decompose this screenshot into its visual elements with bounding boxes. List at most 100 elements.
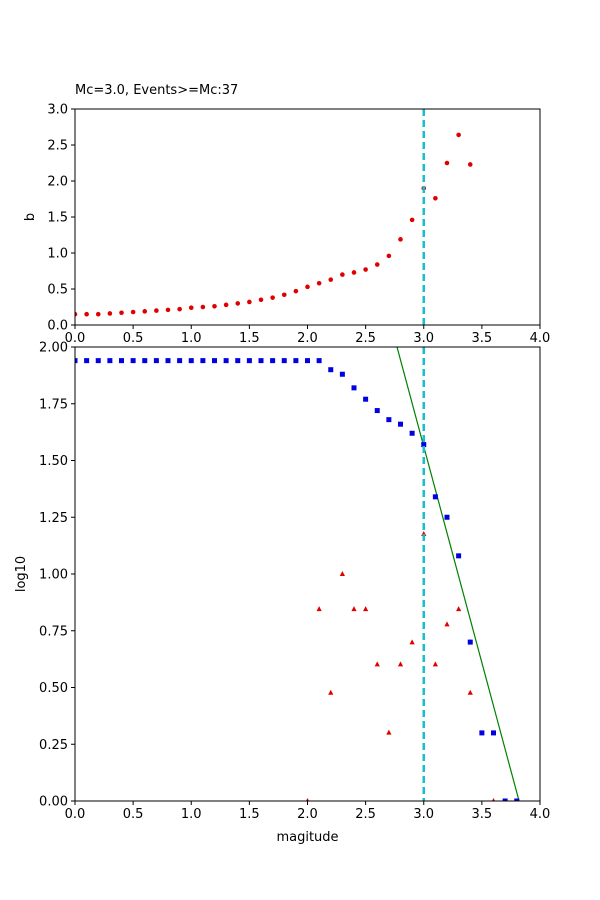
top-panel-ticks: 0.0 0.5 1.0 1.5 2.0 2.5 3.0 3.5 4.0 0.0 0.5 1.0 1.5 2… (47, 103, 550, 347)
data-point-circle (84, 311, 89, 317)
data-point-circle (386, 253, 392, 259)
data-point-square (502, 798, 508, 801)
data-point-square (142, 358, 148, 364)
data-point-triangle (421, 531, 427, 537)
data-point-circle (316, 280, 322, 286)
data-point-circle (351, 270, 357, 275)
bottom-ytick-label: 0.25 (39, 738, 68, 753)
top-panel-ylabel: b (23, 213, 38, 221)
data-point-circle (340, 272, 345, 277)
data-point-circle (142, 309, 148, 314)
top-plot-frame (74, 108, 541, 326)
top-panel-title: Mc=3.0, Events>=Mc:37 (75, 83, 238, 98)
top-xtick-label: 1.0 (181, 331, 202, 346)
data-point-triangle (351, 606, 357, 612)
data-point-square (188, 358, 194, 364)
data-point-square (339, 371, 345, 377)
top-xtick-label: 2.5 (355, 331, 376, 346)
bottom-xtick-label: 1.5 (239, 807, 260, 822)
log10-panel: 0.0 0.5 1.0 1.5 2.0 2.5 3.0 3.5 4.0 0.00 0.25 0.50 0… (14, 341, 550, 846)
data-point-triangle (386, 729, 392, 735)
top-ytick-label: 0.5 (47, 283, 68, 298)
data-point-square (177, 358, 183, 364)
bottom-xtick-label: 1.0 (181, 807, 202, 822)
data-point-circle (200, 304, 206, 310)
data-point-square (456, 553, 462, 559)
data-point-square (386, 417, 392, 423)
data-point-square (432, 494, 438, 500)
data-point-circle (130, 309, 136, 315)
data-point-circle (456, 132, 461, 138)
data-point-triangle (467, 689, 473, 695)
data-point-circle (212, 303, 217, 309)
data-point-square (351, 385, 357, 391)
data-point-circle (177, 306, 182, 312)
top-ytick-label: 1.5 (47, 211, 68, 226)
data-point-circle (444, 160, 450, 166)
data-point-square (514, 798, 520, 801)
fit-line (396, 347, 520, 801)
data-point-square (200, 358, 206, 364)
data-point-circle (328, 277, 334, 282)
top-ytick-label: 2.0 (47, 175, 68, 190)
data-point-square (75, 358, 78, 364)
bottom-xtick-label: 3.5 (472, 807, 493, 822)
top-xtick-label: 1.5 (239, 331, 260, 346)
data-point-circle (363, 267, 368, 272)
data-point-square (467, 639, 473, 645)
top-xtick-label: 3.0 (413, 331, 434, 346)
data-point-square (246, 358, 252, 364)
data-point-triangle (363, 606, 369, 612)
data-point-triangle (456, 606, 462, 612)
data-point-triangle (374, 661, 380, 667)
bottom-panel-xlabel: magitude (276, 830, 338, 845)
data-point-square (84, 358, 90, 364)
data-point-circle (258, 297, 264, 303)
bottom-xtick-label: 2.5 (355, 807, 376, 822)
bottom-ytick-label: 2.00 (39, 341, 68, 356)
top-xtick-label: 0.0 (65, 331, 86, 346)
bottom-panel-ylabel: log10 (14, 556, 29, 592)
bottom-xtick-label: 4.0 (530, 807, 551, 822)
bottom-ytick-label: 1.75 (39, 397, 68, 412)
top-ytick-label: 1.0 (47, 247, 68, 262)
data-point-square (328, 367, 334, 373)
data-point-square (444, 514, 450, 520)
data-point-square (491, 730, 496, 736)
data-point-square (409, 430, 415, 436)
bottom-xtick-label: 0.5 (123, 807, 144, 822)
data-point-square (479, 730, 485, 736)
data-point-square (363, 396, 369, 402)
data-point-circle (247, 299, 252, 305)
data-point-circle (95, 311, 101, 317)
data-point-square (305, 358, 310, 364)
data-point-circle (107, 311, 113, 316)
data-point-square (95, 358, 101, 364)
bottom-plot-frame (74, 346, 541, 802)
data-point-circle (281, 292, 287, 298)
bottom-xtick-label: 2.0 (297, 807, 318, 822)
data-point-triangle (316, 606, 322, 612)
data-point-square (153, 358, 159, 364)
data-point-square (270, 358, 276, 364)
data-point-circle (188, 305, 194, 311)
data-point-square (316, 358, 322, 364)
data-point-circle (165, 307, 171, 313)
data-point-square (374, 408, 380, 414)
top-xtick-label: 3.5 (472, 331, 493, 346)
data-point-circle (293, 288, 299, 294)
data-point-square (293, 358, 299, 364)
bottom-ytick-label: 0.75 (39, 624, 68, 639)
data-point-square (212, 358, 217, 364)
data-point-triangle (491, 798, 496, 801)
data-point-square (235, 358, 241, 364)
bottom-xtick-label: 3.0 (413, 807, 434, 822)
data-point-triangle (432, 661, 438, 667)
data-point-circle (398, 237, 403, 242)
bottom-ytick-label: 1.00 (39, 568, 68, 583)
data-point-triangle (305, 798, 310, 801)
bottom-ytick-label: 0.50 (39, 681, 68, 696)
data-point-circle (75, 311, 78, 317)
data-point-circle (235, 301, 241, 306)
top-ytick-label: 0.0 (47, 319, 68, 334)
